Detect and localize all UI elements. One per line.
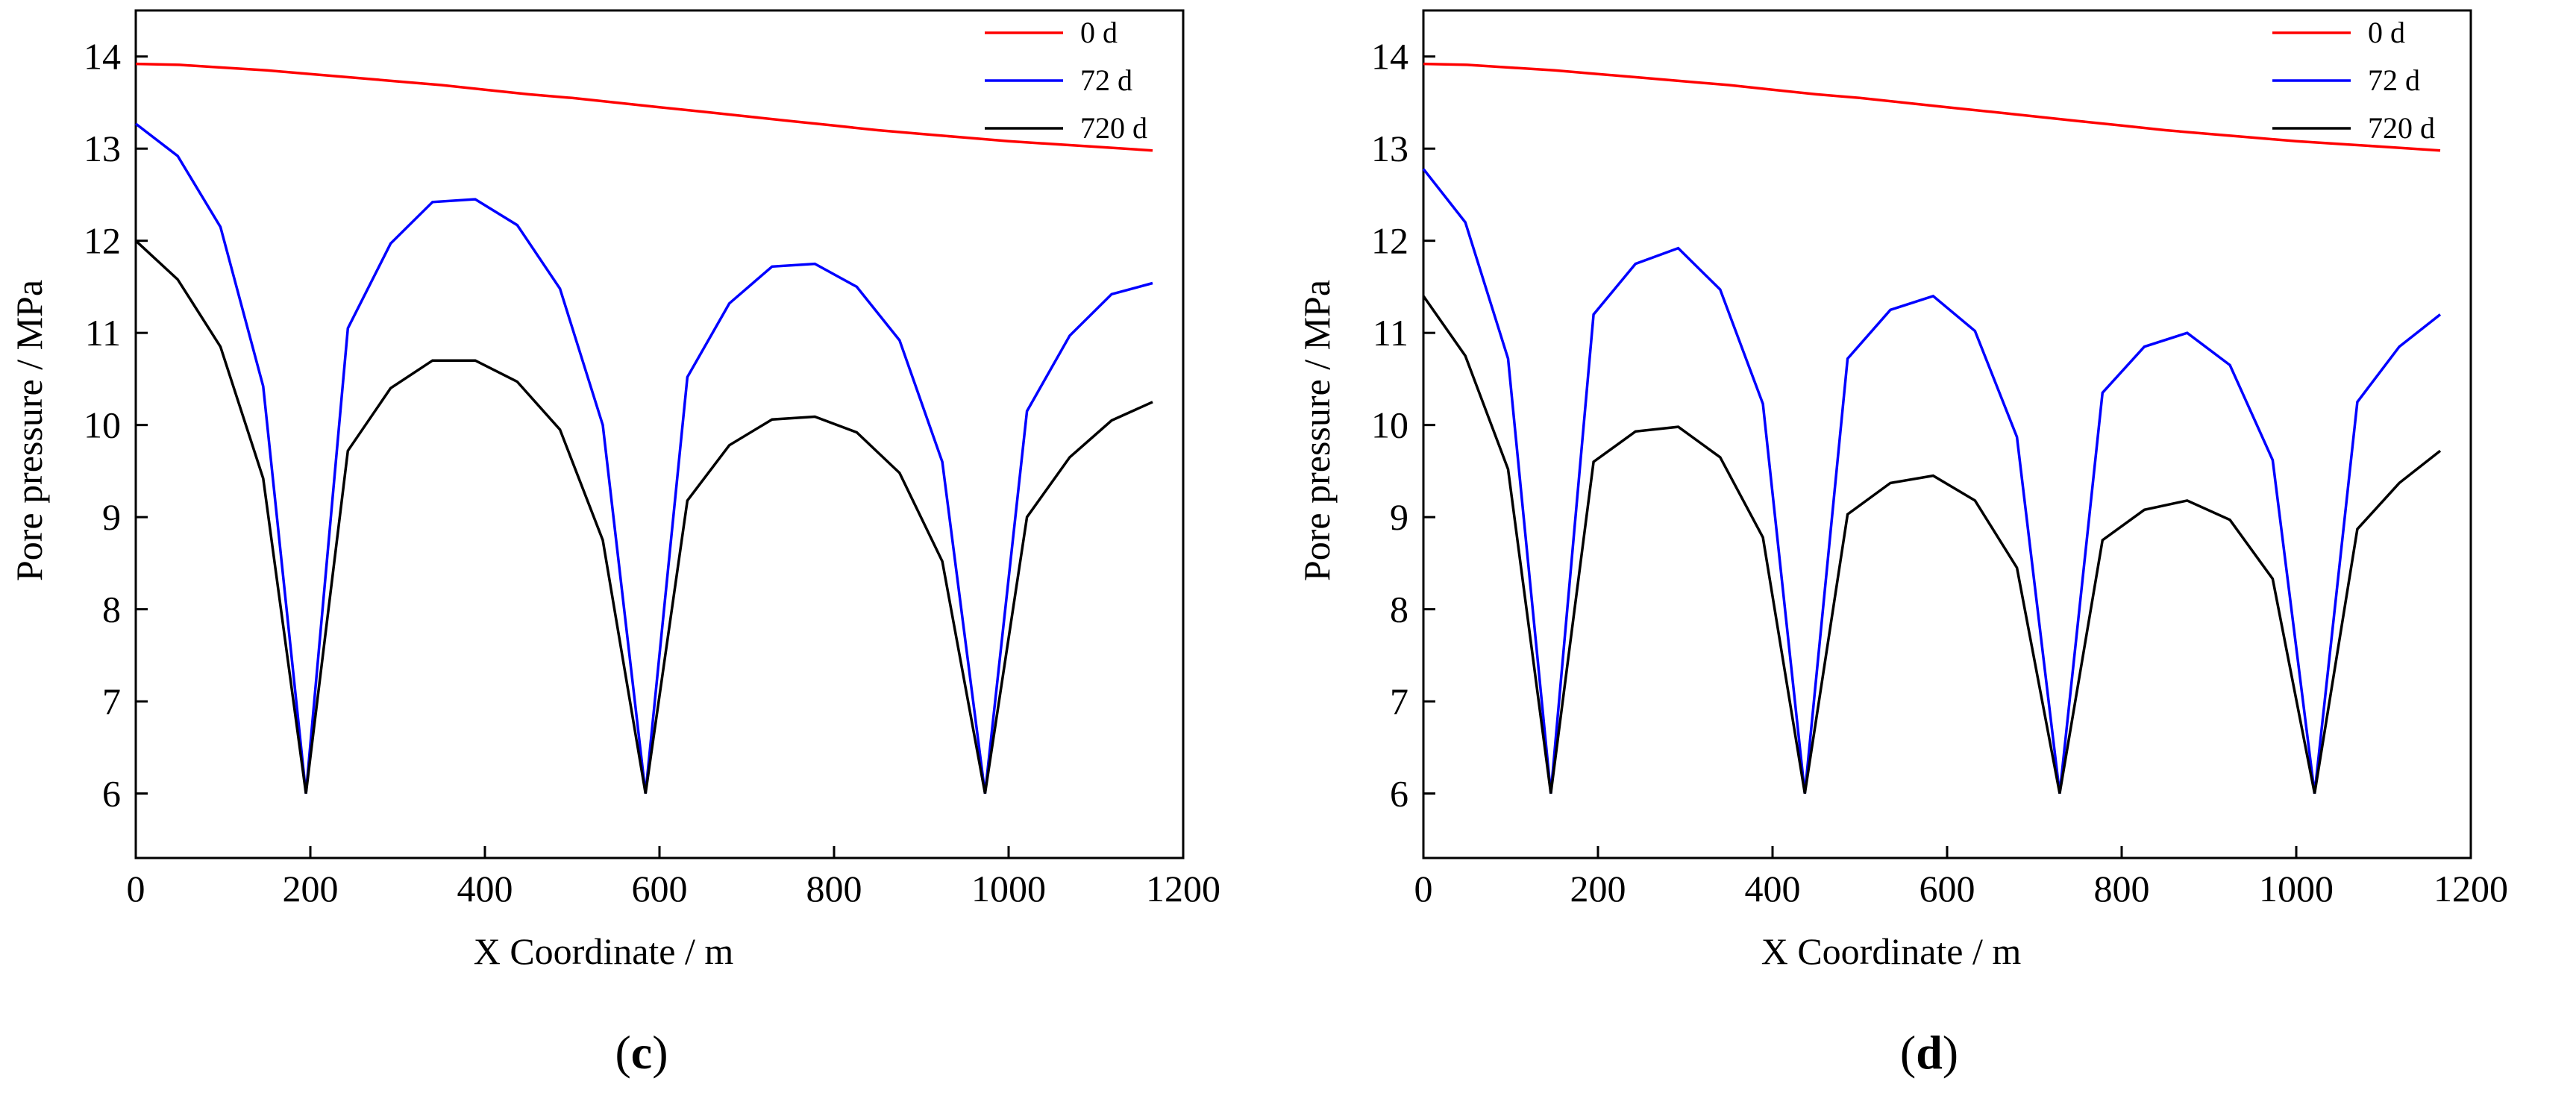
- x-tick-label: 800: [806, 868, 862, 909]
- legend: 0 d 72 d 720 d: [2272, 16, 2435, 145]
- y-tick-label: 6: [102, 773, 121, 815]
- x-tick-label: 1000: [2259, 868, 2334, 909]
- legend: 0 d 72 d 720 d: [985, 16, 1147, 145]
- x-tick-label: 400: [1745, 868, 1801, 909]
- x-tick-label: 600: [632, 868, 688, 909]
- series-line-72-d: [1422, 168, 2442, 794]
- x-tick-label: 800: [2094, 868, 2150, 909]
- panel-label: (d): [1900, 1026, 1958, 1079]
- series-line-720-d: [1422, 295, 2442, 794]
- plot-frame: [1422, 9, 2472, 859]
- x-tick-label: 1000: [971, 868, 1046, 909]
- plot-frame: [134, 9, 1185, 859]
- y-tick-label: 7: [102, 680, 121, 722]
- panel-label-open: (: [615, 1026, 630, 1079]
- x-axis-title: X Coordinate / m: [474, 930, 734, 972]
- y-tick-label: 14: [84, 36, 121, 78]
- y-axis-title: Pore pressure / MPa: [8, 280, 50, 581]
- y-tick-label: 8: [102, 589, 121, 630]
- y-tick-label: 10: [1371, 404, 1408, 446]
- legend-label: 720 d: [1080, 111, 1147, 145]
- x-tick-label: 0: [1414, 868, 1433, 909]
- y-tick-label: 11: [85, 312, 121, 354]
- y-tick-label: 13: [1371, 128, 1408, 169]
- series-line-0-d: [135, 62, 1153, 152]
- chart-panel-d: 0 200 400 600 800 1000 1200 6 7 8 9 10 11 12 13 14 X Coo…: [1288, 0, 2575, 1089]
- x-tick-label: 200: [283, 868, 339, 909]
- y-tick-label: 9: [1390, 496, 1408, 538]
- y-tick-label: 7: [1390, 680, 1408, 722]
- x-tick-label: 200: [1570, 868, 1626, 909]
- y-tick-label: 8: [1390, 589, 1408, 630]
- chart-c: 0 200 400 600 800 1000 1200 6 7 8 9 10 11 12 13 14 X Coo…: [8, 9, 1220, 1079]
- legend-label: 0 d: [1080, 16, 1118, 49]
- legend-label: 72 d: [1080, 63, 1132, 97]
- x-tick-label: 0: [127, 868, 145, 909]
- panel-label-close: ): [652, 1026, 668, 1079]
- y-tick-label: 12: [1371, 220, 1408, 262]
- y-axis-title: Pore pressure / MPa: [1296, 280, 1338, 581]
- legend-label: 720 d: [2368, 111, 2435, 145]
- x-tick-label: 400: [457, 868, 513, 909]
- y-tick-label: 14: [1371, 36, 1408, 78]
- chart-panel-c: 0 200 400 600 800 1000 1200 6 7 8 9 10 11 12 13 14 X Coo…: [0, 0, 1288, 1089]
- y-tick-label: 13: [84, 128, 121, 169]
- x-tick-label: 1200: [1146, 868, 1220, 909]
- panel-label-letter: c: [631, 1026, 652, 1079]
- x-tick-label: 1200: [2434, 868, 2508, 909]
- legend-label: 0 d: [2368, 16, 2405, 49]
- panel-label: (c): [615, 1026, 668, 1079]
- series-line-0-d: [1423, 62, 2441, 152]
- x-tick-label: 600: [1920, 868, 1975, 909]
- y-tick-label: 6: [1390, 773, 1408, 815]
- panel-label-close: ): [1943, 1026, 1958, 1079]
- x-axis-title: X Coordinate / m: [1761, 930, 2022, 972]
- y-tick-label: 12: [84, 220, 121, 262]
- panel-label-open: (: [1900, 1026, 1916, 1079]
- y-tick-label: 11: [1373, 312, 1408, 354]
- y-tick-label: 9: [102, 496, 121, 538]
- series-line-720-d: [134, 239, 1153, 794]
- y-tick-label: 10: [84, 404, 121, 446]
- legend-label: 72 d: [2368, 63, 2420, 97]
- panel-label-letter: d: [1916, 1026, 1943, 1079]
- chart-d: 0 200 400 600 800 1000 1200 6 7 8 9 10 11 12 13 14 X Coo…: [1296, 9, 2508, 1079]
